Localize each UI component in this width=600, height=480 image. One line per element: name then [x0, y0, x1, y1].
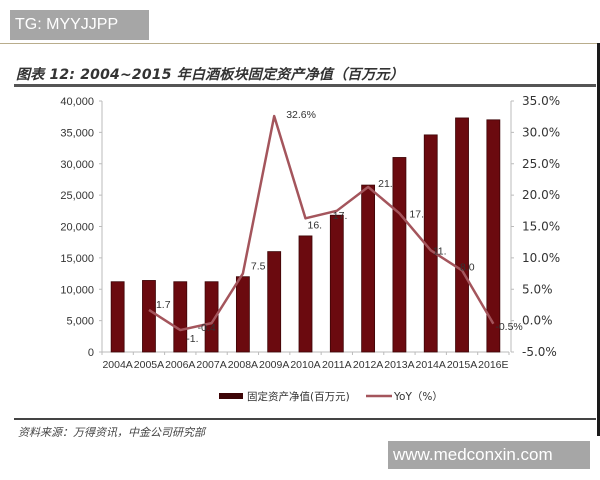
bar	[204, 281, 219, 353]
left-y-axis: 0 5,000 10,000 15,000 20,000 25,000 30,000 35,0…	[60, 96, 510, 359]
x-axis-labels: 2004A 2005A 2006A 2007A 2008A 2009A 2010A 2011A…	[102, 359, 508, 371]
yoy-data-label: 32.6%	[286, 109, 316, 121]
right-tick-label: 5.0%	[522, 282, 553, 296]
yoy-data-label: 11.	[433, 245, 447, 257]
x-tick-label: 2014A	[416, 359, 446, 371]
frame-top-border	[0, 43, 597, 44]
left-tick-label: 10,000	[60, 284, 94, 296]
yoy-data-label: 21.	[378, 178, 393, 190]
line-series: 1.7 -1.-0.4 7.5 32.6% 16. 17. 21. 17. 11. 8.0 -0.5…	[148, 109, 523, 345]
bar	[455, 117, 469, 353]
x-tick-label: 2010A	[290, 359, 320, 371]
bar	[142, 280, 156, 353]
x-tick-label: 2011A	[322, 359, 352, 371]
left-tick-label: 15,000	[60, 253, 94, 265]
right-tick-label: 10.0%	[522, 251, 560, 265]
figure-title: 图表 12: 2004~2015 年白酒板块固定资产净值（百万元）	[16, 67, 404, 83]
legend: 固定资产净值(百万元) YoY（%）	[219, 390, 443, 403]
bar-series	[110, 117, 501, 353]
right-tick-label: 25.0%	[522, 157, 560, 171]
bar	[486, 119, 501, 353]
x-tick-label: 2015A	[447, 359, 477, 371]
yoy-data-label: -1.	[186, 333, 198, 345]
source-note: 资料来源：万得资讯，中金公司研究部	[18, 426, 205, 439]
legend-bar-swatch	[219, 393, 243, 399]
left-tick-label: 40,000	[60, 96, 94, 108]
yoy-data-label: 7.5	[251, 261, 266, 273]
yoy-data-label: 8.0	[460, 261, 475, 273]
yoy-data-label: 1.7	[156, 299, 171, 311]
left-tick-label: 35,000	[60, 127, 94, 139]
right-tick-label: 35.0%	[522, 94, 560, 108]
source-divider	[14, 418, 596, 420]
right-y-axis: -5.0% 0.0% 5.0% 10.0% 15.0% 20.0% 25.0% 30.0% 35…	[510, 94, 560, 359]
watermark-bottom: www.medconxin.com	[388, 441, 590, 469]
x-tick-label: 2005A	[134, 359, 164, 371]
combo-chart: 0 5,000 10,000 15,000 20,000 25,000 30,000 35,0…	[60, 94, 560, 403]
right-tick-label: 20.0%	[522, 188, 560, 202]
x-tick-label: 2008A	[228, 359, 258, 371]
legend-bar-label: 固定资产净值(百万元)	[247, 390, 350, 403]
right-tick-label: -5.0%	[522, 345, 557, 359]
bar	[267, 251, 282, 353]
left-tick-label: 5,000	[66, 316, 94, 328]
bar	[329, 214, 344, 353]
left-tick-label: 25,000	[60, 190, 94, 202]
x-tick-label: 2009A	[259, 359, 289, 371]
yoy-data-label: 17.	[409, 208, 424, 220]
title-divider	[14, 84, 596, 87]
legend-line-label: YoY（%）	[393, 391, 443, 403]
x-tick-label: 2013A	[384, 359, 414, 371]
yoy-data-label: -0.5%	[495, 321, 522, 333]
bar	[361, 184, 376, 353]
left-tick-label: 30,000	[60, 159, 94, 171]
watermark-top: TG: MYYJJPP	[10, 10, 149, 40]
right-tick-label: 15.0%	[522, 220, 560, 234]
x-tick-label: 2012A	[353, 359, 383, 371]
right-tick-label: 0.0%	[522, 314, 553, 328]
x-tick-label: 2016E	[478, 359, 508, 371]
x-tick-label: 2006A	[165, 359, 195, 371]
yoy-data-label: 16.	[308, 219, 323, 231]
bar	[298, 235, 313, 353]
yoy-data-label: 17.	[333, 210, 348, 222]
bar	[392, 157, 407, 353]
frame-right-border	[597, 43, 600, 436]
right-tick-label: 30.0%	[522, 125, 560, 139]
yoy-data-label: -0.4	[198, 322, 216, 334]
bar	[110, 281, 125, 353]
bar	[173, 281, 188, 353]
left-tick-label: 0	[88, 347, 94, 359]
bar	[235, 276, 250, 353]
x-tick-label: 2007A	[196, 359, 226, 371]
x-tick-label: 2004A	[102, 359, 132, 371]
left-tick-label: 20,000	[60, 222, 94, 234]
